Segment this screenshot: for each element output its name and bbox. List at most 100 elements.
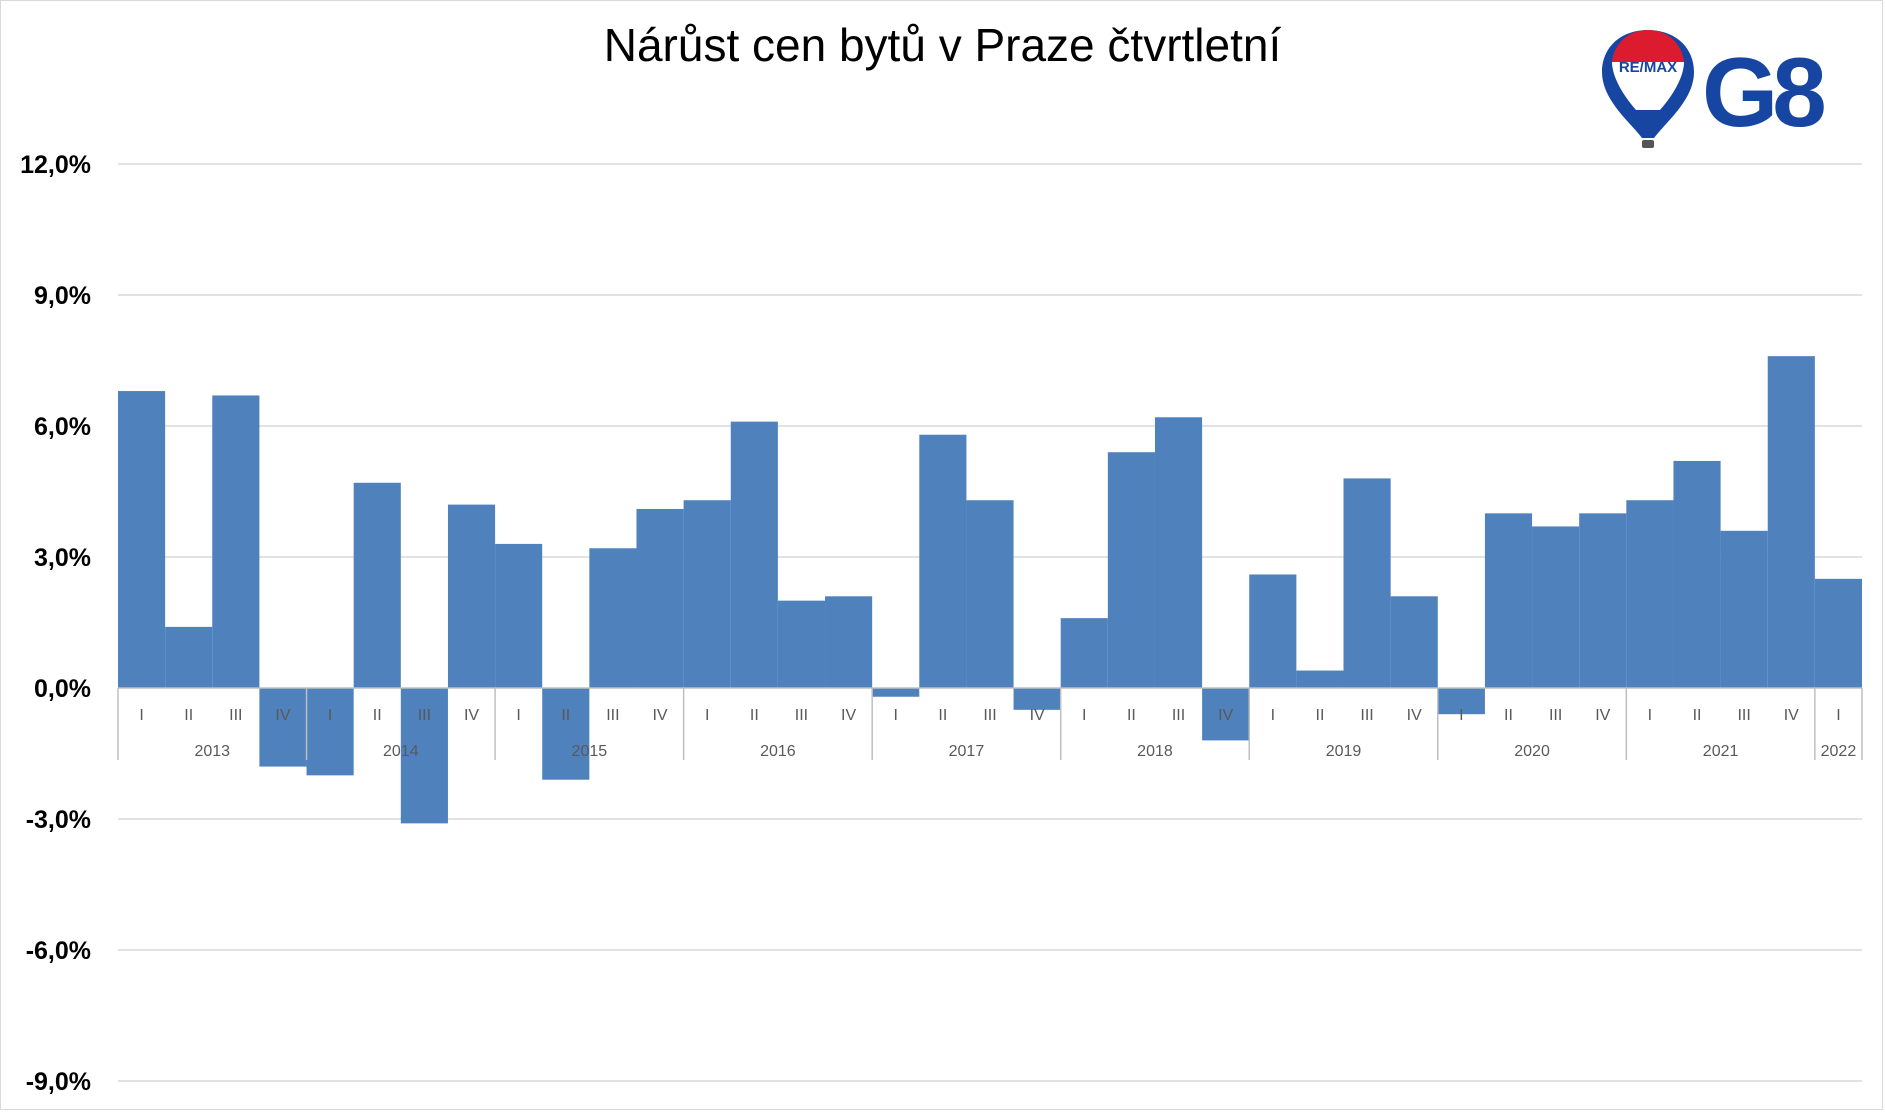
quarter-label: IV bbox=[1030, 707, 1045, 724]
y-tick-label: -9,0% bbox=[26, 1068, 91, 1096]
bar bbox=[495, 543, 543, 688]
year-label: 2015 bbox=[572, 743, 608, 760]
quarter-label: I bbox=[1836, 707, 1840, 724]
y-tick-label: 9,0% bbox=[34, 282, 91, 310]
quarter-label: I bbox=[139, 707, 143, 724]
quarter-label: III bbox=[1549, 707, 1562, 724]
quarter-label: IV bbox=[1595, 707, 1610, 724]
bar bbox=[542, 688, 590, 780]
quarter-label: I bbox=[516, 707, 520, 724]
quarter-label: I bbox=[1459, 707, 1463, 724]
bar bbox=[1767, 356, 1815, 688]
bar bbox=[1154, 417, 1203, 688]
quarter-label: I bbox=[1082, 707, 1086, 724]
bar bbox=[825, 596, 873, 688]
bar bbox=[683, 500, 731, 688]
quarter-label: II bbox=[561, 707, 570, 724]
bar bbox=[1107, 452, 1155, 688]
hot-air-balloon-icon: RE/MAX bbox=[1602, 30, 1694, 148]
year-label: 2014 bbox=[383, 743, 419, 760]
quarter-label: III bbox=[1360, 707, 1373, 724]
bar bbox=[212, 395, 260, 688]
quarter-label: IV bbox=[652, 707, 667, 724]
quarter-label: I bbox=[328, 707, 332, 724]
quarter-label: III bbox=[983, 707, 996, 724]
bar bbox=[1484, 513, 1533, 688]
quarter-label: II bbox=[1504, 707, 1513, 724]
year-label: 2019 bbox=[1326, 743, 1362, 760]
quarter-label: I bbox=[1271, 707, 1275, 724]
quarter-label: IV bbox=[275, 707, 290, 724]
quarter-label: II bbox=[750, 707, 759, 724]
chart-title: Nárůst cen bytů v Praze čtvrtletní bbox=[603, 19, 1282, 71]
g8-logo-text: G8 bbox=[1702, 37, 1824, 147]
quarter-label: II bbox=[1127, 707, 1136, 724]
bar bbox=[306, 688, 354, 776]
quarter-label: I bbox=[1648, 707, 1652, 724]
bar bbox=[1532, 526, 1580, 688]
quarter-label: IV bbox=[1407, 707, 1422, 724]
quarter-label: IV bbox=[1218, 707, 1233, 724]
quarter-label: III bbox=[229, 707, 242, 724]
x-axis: I II III IV I II III IV I II III IV I II III IV I II III IV… bbox=[117, 687, 1863, 760]
quarter-label: I bbox=[894, 707, 898, 724]
y-tick-label: 6,0% bbox=[34, 413, 91, 441]
quarter-label: II bbox=[184, 707, 193, 724]
bar bbox=[1390, 596, 1438, 688]
y-tick-label: 12,0% bbox=[20, 151, 91, 179]
year-label: 2013 bbox=[194, 743, 230, 760]
bar bbox=[165, 626, 213, 688]
y-tick-label: -3,0% bbox=[26, 806, 91, 834]
quarter-label: II bbox=[938, 707, 947, 724]
bar bbox=[400, 688, 448, 824]
bar bbox=[1296, 670, 1344, 688]
bar bbox=[1202, 688, 1250, 741]
year-label: 2018 bbox=[1137, 743, 1173, 760]
y-tick-label: 0,0% bbox=[34, 675, 91, 703]
bar bbox=[1060, 618, 1108, 688]
bar bbox=[1013, 688, 1061, 710]
quarter-label: III bbox=[418, 707, 431, 724]
bar bbox=[966, 500, 1014, 688]
bar bbox=[118, 391, 166, 688]
bar bbox=[1249, 574, 1297, 688]
quarter-label: IV bbox=[841, 707, 856, 724]
year-label: 2022 bbox=[1821, 743, 1857, 760]
bar bbox=[447, 504, 496, 688]
quarter-label: II bbox=[1316, 707, 1325, 724]
bar bbox=[353, 482, 401, 688]
quarter-label: III bbox=[606, 707, 619, 724]
y-axis-tick-labels: 12,0% 9,0% 6,0% 3,0% 0,0% -3,0% -6,0% -9,0% bbox=[20, 151, 91, 1096]
quarter-label: II bbox=[373, 707, 382, 724]
bar bbox=[1343, 478, 1391, 688]
bar bbox=[1437, 688, 1485, 715]
bar bbox=[919, 434, 967, 688]
quarter-label: I bbox=[705, 707, 709, 724]
bar bbox=[872, 688, 920, 697]
quarter-label: III bbox=[1737, 707, 1750, 724]
bar bbox=[636, 508, 684, 688]
y-tick-label: -6,0% bbox=[26, 937, 91, 965]
bar bbox=[1720, 530, 1768, 688]
y-tick-label: 3,0% bbox=[34, 544, 91, 572]
bar bbox=[1626, 500, 1674, 688]
quarter-label: II bbox=[1693, 707, 1702, 724]
quarter-label: III bbox=[795, 707, 808, 724]
year-label: 2021 bbox=[1703, 743, 1739, 760]
bar bbox=[777, 600, 826, 688]
bar bbox=[259, 688, 307, 767]
bar bbox=[1673, 460, 1721, 688]
quarter-label: III bbox=[1172, 707, 1185, 724]
remax-logo-text: RE/MAX bbox=[1619, 59, 1677, 76]
remax-g8-logo: RE/MAX G8 bbox=[1602, 30, 1830, 148]
bars bbox=[118, 356, 1862, 824]
bar bbox=[730, 421, 778, 688]
bar bbox=[1814, 578, 1862, 688]
year-label: 2017 bbox=[949, 743, 985, 760]
quarter-label: IV bbox=[1784, 707, 1799, 724]
year-label: 2020 bbox=[1514, 743, 1550, 760]
bar bbox=[1579, 513, 1627, 688]
quarter-label: IV bbox=[464, 707, 479, 724]
